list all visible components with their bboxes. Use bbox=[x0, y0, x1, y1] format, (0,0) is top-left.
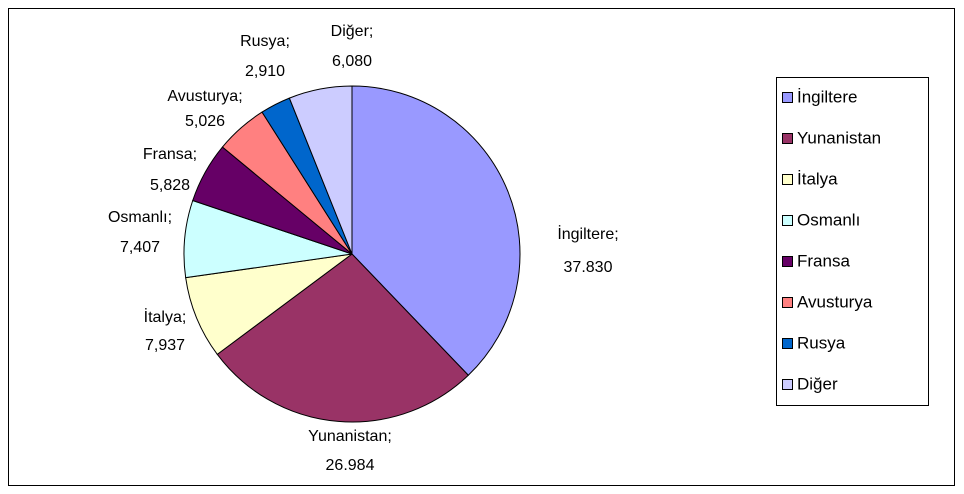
data-label-category: Fransa bbox=[143, 146, 193, 163]
data-label-category: Avusturya bbox=[167, 88, 238, 105]
data-label-name: Avusturya; bbox=[167, 88, 242, 105]
data-label-separator: ; bbox=[387, 428, 391, 445]
data-label-separator: ; bbox=[193, 146, 197, 163]
legend-label: Osmanlı bbox=[797, 210, 860, 229]
data-label-name: Fransa; bbox=[143, 146, 197, 163]
legend-swatch bbox=[782, 256, 793, 267]
data-label-value: 6,080 bbox=[332, 53, 372, 70]
data-label-value: 5,026 bbox=[185, 113, 225, 130]
data-label-separator: ; bbox=[285, 33, 289, 50]
data-label-category: Rusya bbox=[240, 33, 285, 50]
data-label-name: Yunanistan; bbox=[308, 428, 392, 445]
legend-label: Diğer bbox=[797, 374, 838, 393]
legend-swatch bbox=[782, 174, 793, 185]
legend-swatch bbox=[782, 133, 793, 144]
legend-label: İngiltere bbox=[797, 87, 857, 106]
data-label-name: Rusya; bbox=[240, 33, 290, 50]
legend-label: Fransa bbox=[797, 251, 850, 270]
legend-label: Rusya bbox=[797, 333, 846, 352]
data-label-name: Osmanlı; bbox=[108, 209, 172, 226]
data-label-value: 7,937 bbox=[145, 337, 185, 354]
legend-label: Avusturya bbox=[797, 292, 873, 311]
data-label-value: 7,407 bbox=[120, 239, 160, 256]
data-label-separator: ; bbox=[238, 88, 242, 105]
data-label-category: Yunanistan bbox=[308, 428, 387, 445]
legend-label: Yunanistan bbox=[797, 128, 881, 147]
pie-slice bbox=[216, 253, 470, 423]
data-label-category: İtalya bbox=[144, 307, 182, 326]
pie-slice bbox=[288, 85, 353, 255]
data-label-category: İngiltere bbox=[557, 224, 614, 243]
data-label-separator: ; bbox=[182, 309, 186, 326]
legend-frame bbox=[776, 77, 929, 406]
data-label-separator: ; bbox=[168, 209, 172, 226]
data-label-name: İtalya; bbox=[144, 307, 187, 326]
data-label-value: 2,910 bbox=[245, 63, 285, 80]
legend-label: İtalya bbox=[797, 169, 838, 188]
legend-swatch bbox=[782, 92, 793, 103]
data-label-value: 37.830 bbox=[564, 259, 613, 276]
data-label-name: İngiltere; bbox=[557, 224, 618, 243]
data-label-separator: ; bbox=[614, 226, 618, 243]
data-label-category: Diğer bbox=[331, 23, 370, 40]
pie-slice bbox=[351, 85, 521, 376]
legend-swatch bbox=[782, 379, 793, 390]
legend-swatch bbox=[782, 297, 793, 308]
data-label-value: 5,828 bbox=[150, 177, 190, 194]
data-label-category: Osmanlı bbox=[108, 209, 168, 226]
data-label-value: 26.984 bbox=[326, 457, 375, 474]
data-label-separator: ; bbox=[369, 23, 373, 40]
data-label-name: Diğer; bbox=[331, 23, 374, 40]
legend-swatch bbox=[782, 338, 793, 349]
legend-swatch bbox=[782, 215, 793, 226]
